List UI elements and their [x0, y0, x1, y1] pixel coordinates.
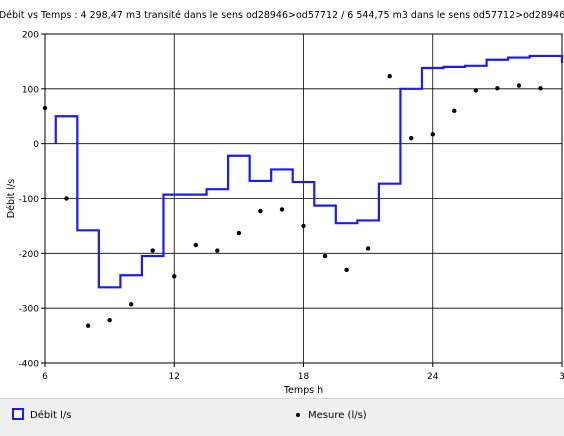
measure-point [150, 248, 155, 253]
measure-point [64, 196, 69, 201]
measure-point [85, 323, 91, 328]
legend: Débit l/s Mesure (l/s) [0, 398, 564, 436]
measure-point [516, 83, 522, 88]
legend-swatch-measure [296, 413, 300, 417]
measure-point [42, 105, 48, 111]
measure-point [258, 208, 263, 214]
measure-point [495, 86, 500, 91]
measure-point [473, 88, 479, 93]
x-tick-label: 18 [298, 372, 310, 382]
y-tick-label: -200 [19, 250, 40, 260]
measure-point [301, 223, 306, 229]
measure-point [215, 248, 220, 253]
y-tick-label: 100 [22, 85, 39, 95]
measure-point [538, 86, 543, 91]
x-tick-label: 12 [169, 372, 180, 382]
measure-point [387, 74, 392, 79]
y-tick-label: 200 [22, 31, 39, 41]
measure-point [430, 132, 435, 137]
chart-title: Débit vs Temps : 4 298,47 m3 transité da… [0, 10, 564, 21]
y-tick-label: -100 [19, 195, 40, 205]
y-axis-label: Débit l/s [6, 179, 17, 218]
x-axis-label: Temps h [283, 385, 323, 396]
x-tick-label: 24 [427, 372, 439, 382]
measure-point [322, 253, 328, 259]
measure-point [344, 267, 349, 272]
y-tick-label: 0 [33, 140, 39, 150]
measure-point [236, 230, 242, 236]
measure-point [279, 207, 285, 212]
legend-label-measure: Mesure (l/s) [308, 410, 367, 421]
x-tick-label: 6 [42, 372, 48, 382]
measure-point [452, 108, 457, 113]
legend-label-flow: Débit l/s [30, 410, 72, 421]
chart-canvas: Débit vs Temps : 4 298,47 m3 transité da… [0, 10, 564, 396]
measure-point [365, 246, 371, 251]
measure-point [128, 302, 134, 307]
measure-point [172, 274, 177, 279]
legend-swatch-flow [12, 408, 24, 420]
y-tick-label: -400 [19, 360, 40, 370]
measure-point [193, 242, 198, 248]
measure-point [409, 135, 414, 141]
y-tick-label: -300 [19, 305, 40, 315]
measure-point [107, 318, 112, 323]
x-tick-label: 3 [559, 372, 564, 382]
series-flow-line [54, 54, 564, 289]
